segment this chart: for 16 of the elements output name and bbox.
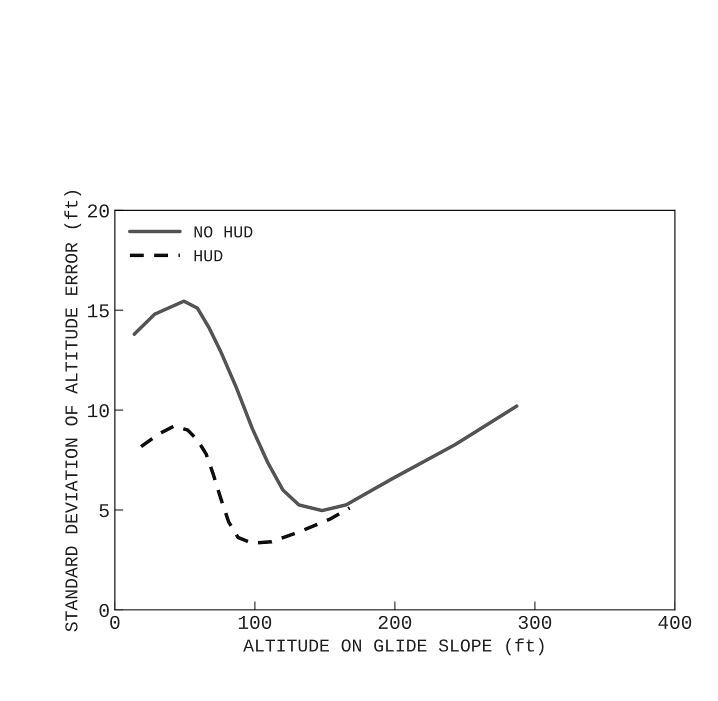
line-series bbox=[139, 424, 352, 545]
x-tick-label: 0 bbox=[110, 616, 120, 630]
x-tick-label: 400 bbox=[658, 616, 692, 630]
y-axis-title: STANDARD DEVIATION OF ALTITUDE ERROR (ft) bbox=[64, 191, 82, 632]
y-tick-label: 10 bbox=[88, 404, 109, 418]
legend-label: HUD bbox=[194, 250, 222, 262]
x-tick-label: 300 bbox=[518, 616, 552, 630]
y-tick-label: 5 bbox=[100, 504, 109, 518]
x-tick-label: 200 bbox=[378, 616, 412, 630]
legend-label: NO HUD bbox=[194, 226, 252, 238]
x-axis-title: ALTITUDE ON GLIDE SLOPE (ft) bbox=[243, 638, 544, 656]
line-series bbox=[132, 299, 518, 512]
x-tick-label: 100 bbox=[238, 616, 272, 630]
y-tick-label: 20 bbox=[88, 204, 109, 218]
y-tick-label: 0 bbox=[100, 604, 109, 618]
y-tick-label: 15 bbox=[88, 304, 109, 318]
